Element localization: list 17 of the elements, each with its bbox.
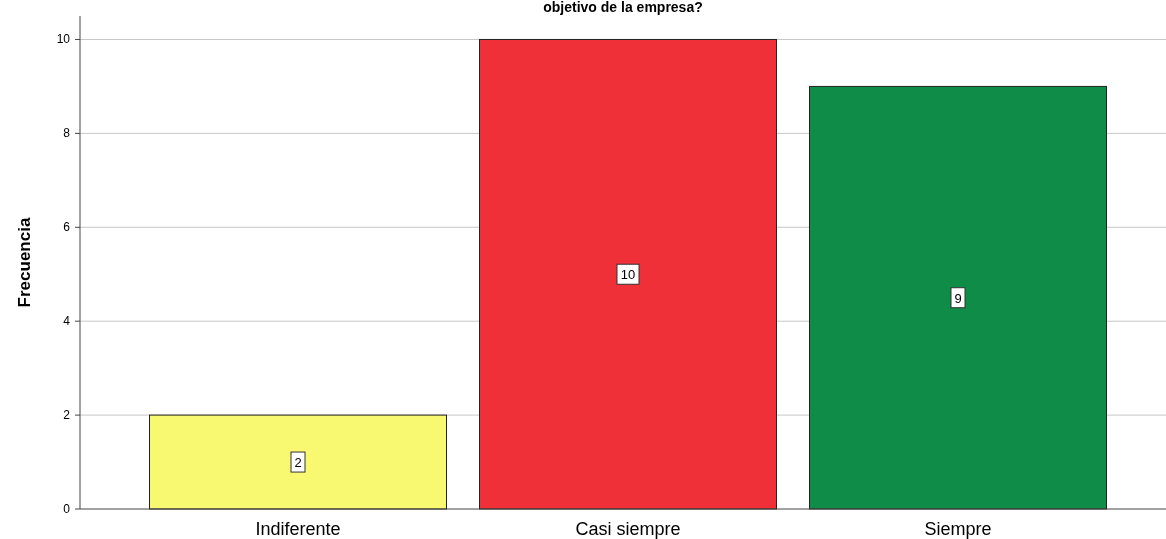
data-label: 10 <box>620 267 636 283</box>
bar <box>809 85 1107 510</box>
bar <box>479 38 777 510</box>
x-tick-label: Siempre <box>924 519 992 539</box>
y-tick-label: 0 <box>63 502 71 516</box>
y-tick-label: 2 <box>63 408 71 423</box>
bar <box>149 414 447 510</box>
x-tick-label: Casi siempre <box>575 519 681 539</box>
chart-title: objetivo de la empresa? <box>543 0 703 15</box>
y-tick-label: 8 <box>63 126 71 141</box>
data-label: 9 <box>954 290 962 306</box>
y-tick-label: 6 <box>63 220 71 235</box>
y-tick-label: 4 <box>63 314 71 329</box>
y-tick-label: 10 <box>56 32 71 47</box>
data-label: 2 <box>294 455 302 471</box>
x-tick-label: Indiferente <box>255 519 341 539</box>
y-axis-title: Frecuencia <box>15 217 34 308</box>
